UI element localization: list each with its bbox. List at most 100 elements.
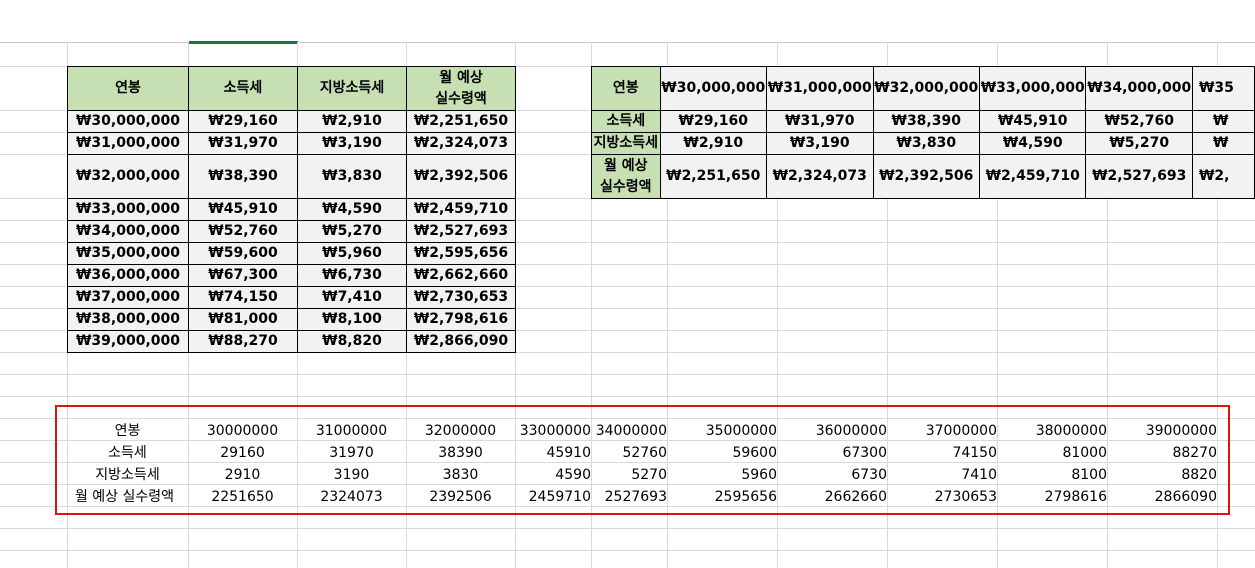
cell-income-tax[interactable]: ₩88,270	[188, 330, 298, 353]
cell-monthly[interactable]: ₩2,392,506	[406, 154, 516, 199]
raw-cell[interactable]: 31970	[329, 445, 374, 461]
cell-local-tax[interactable]: ₩5,270	[1085, 132, 1193, 155]
row-label-salary[interactable]: 연봉	[591, 66, 661, 111]
cell-income-tax[interactable]: ₩52,760	[188, 220, 298, 243]
cell-monthly[interactable]: ₩2,324,073	[766, 154, 874, 199]
cell-monthly[interactable]: ₩2,	[1191, 154, 1255, 199]
row-label-income-tax[interactable]: 소득세	[591, 110, 661, 133]
raw-label-local-tax[interactable]: 지방소득세	[95, 467, 160, 483]
raw-cell[interactable]: 2798616	[1044, 489, 1107, 505]
cell-salary[interactable]: ₩31,000,000	[67, 132, 189, 155]
raw-cell[interactable]: 2459710	[528, 489, 591, 505]
cell-income-tax[interactable]: ₩45,910	[978, 110, 1087, 133]
raw-cell[interactable]: 39000000	[1145, 423, 1217, 439]
cell-monthly[interactable]: ₩2,324,073	[406, 132, 516, 155]
cell-salary[interactable]: ₩32,000,000	[67, 154, 189, 199]
cell-income-tax[interactable]: ₩29,160	[659, 110, 768, 133]
raw-cell[interactable]: 2662660	[824, 489, 887, 505]
raw-cell[interactable]: 8100	[1071, 467, 1107, 483]
raw-cell[interactable]: 2324073	[320, 489, 383, 505]
cell-income-tax[interactable]: ₩31,970	[766, 110, 874, 133]
raw-cell[interactable]: 3830	[442, 467, 479, 483]
raw-cell[interactable]: 29160	[220, 445, 265, 461]
cell-income-tax[interactable]: ₩29,160	[188, 110, 298, 133]
cell-local-tax[interactable]: ₩2,910	[297, 110, 407, 133]
header-local-tax[interactable]: 지방소득세	[297, 66, 407, 111]
raw-cell[interactable]: 5270	[631, 467, 667, 483]
raw-label-income-tax[interactable]: 소득세	[108, 445, 147, 461]
cell-income-tax[interactable]: ₩81,000	[188, 308, 298, 331]
cell-monthly[interactable]: ₩2,730,653	[406, 286, 516, 309]
raw-cell[interactable]: 31000000	[315, 423, 388, 439]
raw-cell[interactable]: 2595656	[714, 489, 777, 505]
raw-cell[interactable]: 37000000	[925, 423, 997, 439]
raw-cell[interactable]: 3190	[333, 467, 370, 483]
raw-cell[interactable]: 30000000	[206, 423, 279, 439]
raw-cell[interactable]: 6730	[851, 467, 887, 483]
row-label-monthly[interactable]: 월 예상 실수령액	[591, 154, 661, 199]
header-salary[interactable]: 연봉	[67, 66, 189, 111]
raw-cell[interactable]: 2392506	[429, 489, 492, 505]
cell-salary[interactable]: ₩35	[1191, 66, 1255, 111]
cell-salary[interactable]: ₩33,000,000	[978, 66, 1087, 111]
raw-cell[interactable]: 2866090	[1154, 489, 1217, 505]
cell-local-tax[interactable]: ₩3,830	[872, 132, 980, 155]
raw-cell[interactable]: 2910	[224, 467, 261, 483]
row-label-local-tax[interactable]: 지방소득세	[591, 132, 661, 155]
cell-monthly[interactable]: ₩2,527,693	[1085, 154, 1193, 199]
raw-cell[interactable]: 2527693	[604, 489, 667, 505]
cell-monthly[interactable]: ₩2,662,660	[406, 264, 516, 287]
raw-cell[interactable]: 67300	[842, 445, 887, 461]
cell-monthly[interactable]: ₩2,459,710	[406, 198, 516, 221]
cell-salary[interactable]: ₩32,000,000	[872, 66, 980, 111]
cell-salary[interactable]: ₩30,000,000	[659, 66, 768, 111]
raw-cell[interactable]: 2251650	[211, 489, 274, 505]
raw-cell[interactable]: 33000000	[519, 423, 591, 439]
cell-salary[interactable]: ₩37,000,000	[67, 286, 189, 309]
cell-monthly[interactable]: ₩2,866,090	[406, 330, 516, 353]
cell-income-tax[interactable]: ₩38,390	[188, 154, 298, 199]
raw-cell[interactable]: 74150	[952, 445, 997, 461]
cell-salary[interactable]: ₩34,000,000	[1085, 66, 1193, 111]
raw-cell[interactable]: 38390	[438, 445, 483, 461]
cell-salary[interactable]: ₩30,000,000	[67, 110, 189, 133]
raw-cell[interactable]: 36000000	[815, 423, 887, 439]
cell-income-tax[interactable]: ₩	[1191, 110, 1255, 133]
cell-income-tax[interactable]: ₩52,760	[1085, 110, 1193, 133]
raw-cell[interactable]: 4590	[555, 467, 591, 483]
cell-monthly[interactable]: ₩2,459,710	[978, 154, 1087, 199]
cell-local-tax[interactable]: ₩8,100	[297, 308, 407, 331]
raw-cell[interactable]: 35000000	[705, 423, 777, 439]
raw-cell[interactable]: 34000000	[595, 423, 667, 439]
cell-local-tax[interactable]: ₩7,410	[297, 286, 407, 309]
cell-local-tax[interactable]: ₩2,910	[659, 132, 768, 155]
raw-label-monthly[interactable]: 월 예상 실수령액	[74, 489, 175, 505]
cell-monthly[interactable]: ₩2,595,656	[406, 242, 516, 265]
cell-monthly[interactable]: ₩2,798,616	[406, 308, 516, 331]
raw-cell[interactable]: 81000	[1062, 445, 1107, 461]
cell-local-tax[interactable]: ₩8,820	[297, 330, 407, 353]
raw-cell[interactable]: 38000000	[1035, 423, 1107, 439]
cell-local-tax[interactable]: ₩4,590	[297, 198, 407, 221]
raw-cell[interactable]: 32000000	[424, 423, 497, 439]
cell-monthly[interactable]: ₩2,251,650	[659, 154, 768, 199]
raw-cell[interactable]: 2730653	[934, 489, 997, 505]
cell-local-tax[interactable]: ₩3,190	[766, 132, 874, 155]
cell-monthly[interactable]: ₩2,527,693	[406, 220, 516, 243]
raw-cell[interactable]: 88270	[1172, 445, 1217, 461]
cell-local-tax[interactable]: ₩5,270	[297, 220, 407, 243]
raw-cell[interactable]: 5960	[741, 467, 777, 483]
cell-income-tax[interactable]: ₩45,910	[188, 198, 298, 221]
cell-monthly[interactable]: ₩2,392,506	[872, 154, 980, 199]
raw-cell[interactable]: 7410	[961, 467, 997, 483]
cell-salary[interactable]: ₩35,000,000	[67, 242, 189, 265]
cell-salary[interactable]: ₩36,000,000	[67, 264, 189, 287]
raw-cell[interactable]: 45910	[546, 445, 591, 461]
raw-cell[interactable]: 59600	[732, 445, 777, 461]
cell-income-tax[interactable]: ₩38,390	[872, 110, 980, 133]
cell-salary[interactable]: ₩31,000,000	[766, 66, 874, 111]
cell-monthly[interactable]: ₩2,251,650	[406, 110, 516, 133]
cell-salary[interactable]: ₩34,000,000	[67, 220, 189, 243]
header-monthly-takehome[interactable]: 월 예상 실수령액	[406, 66, 516, 111]
cell-local-tax[interactable]: ₩5,960	[297, 242, 407, 265]
